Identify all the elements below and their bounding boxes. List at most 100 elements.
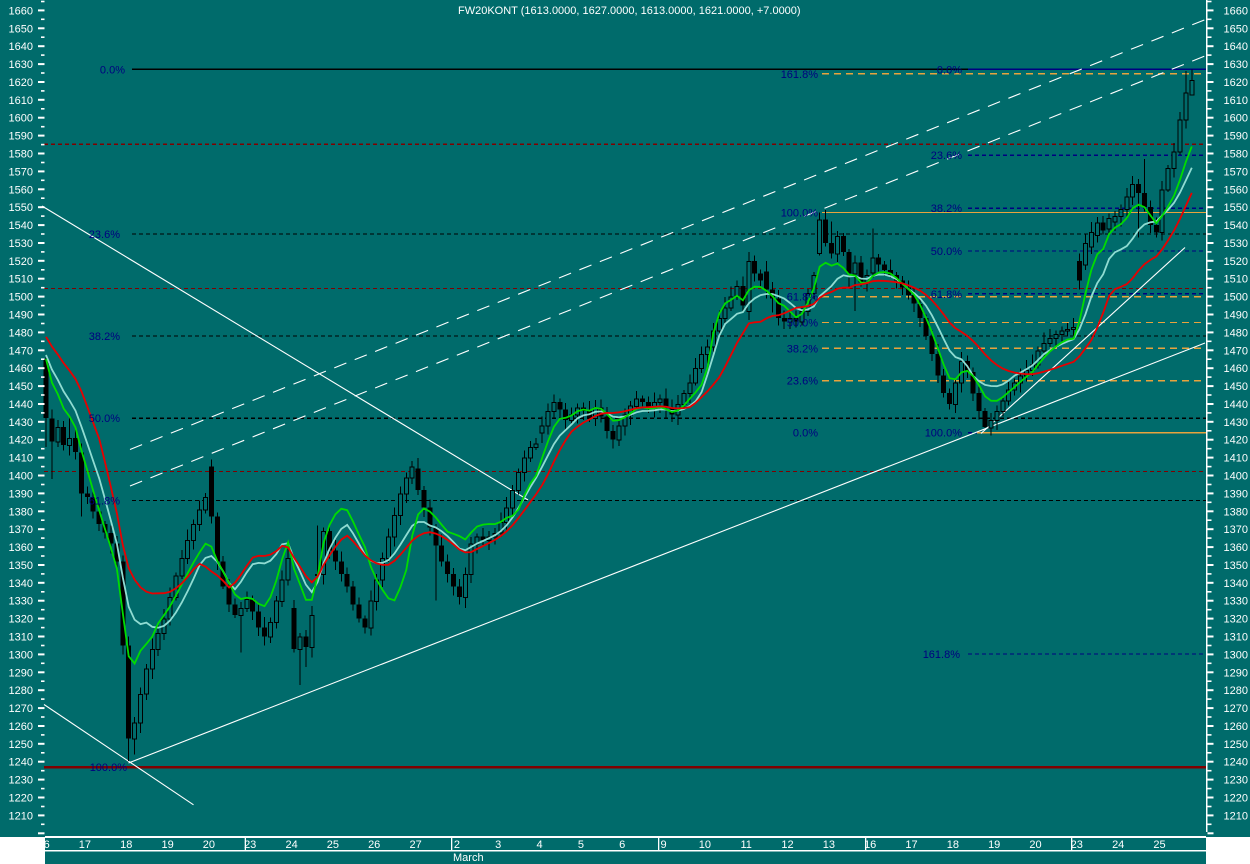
svg-text:1390: 1390 (1224, 488, 1248, 500)
svg-text:19: 19 (988, 839, 1000, 851)
svg-text:38.2%: 38.2% (787, 343, 818, 355)
svg-text:1460: 1460 (9, 363, 33, 375)
svg-text:1490: 1490 (9, 310, 33, 322)
svg-text:1210: 1210 (9, 810, 33, 822)
svg-text:18: 18 (120, 839, 132, 851)
svg-text:3: 3 (495, 839, 501, 851)
svg-text:50.0%: 50.0% (787, 318, 818, 330)
svg-text:100.0%: 100.0% (781, 208, 819, 220)
svg-text:1320: 1320 (1224, 614, 1248, 626)
svg-text:1610: 1610 (1224, 95, 1248, 107)
svg-text:100.0%: 100.0% (925, 428, 963, 440)
svg-text:38.2%: 38.2% (89, 331, 120, 343)
svg-text:1340: 1340 (9, 578, 33, 590)
svg-text:161.8%: 161.8% (923, 649, 961, 661)
svg-text:1610: 1610 (9, 95, 33, 107)
svg-text:1590: 1590 (1224, 131, 1248, 143)
svg-text:27: 27 (409, 839, 421, 851)
svg-text:23.6%: 23.6% (931, 150, 962, 162)
svg-text:12: 12 (781, 839, 793, 851)
svg-text:March: March (453, 852, 484, 864)
svg-text:1600: 1600 (1224, 113, 1248, 125)
svg-text:1470: 1470 (1224, 345, 1248, 357)
svg-text:1510: 1510 (9, 274, 33, 286)
svg-text:1270: 1270 (1224, 703, 1248, 715)
svg-text:1260: 1260 (1224, 721, 1248, 733)
svg-text:1390: 1390 (9, 488, 33, 500)
svg-text:1410: 1410 (9, 453, 33, 465)
svg-text:1320: 1320 (9, 614, 33, 626)
svg-text:1470: 1470 (9, 345, 33, 357)
svg-text:1340: 1340 (1224, 578, 1248, 590)
svg-text:17: 17 (905, 839, 917, 851)
svg-text:25: 25 (1153, 839, 1165, 851)
svg-text:61.8%: 61.8% (931, 289, 962, 301)
svg-text:1630: 1630 (9, 59, 33, 71)
svg-text:0.0%: 0.0% (937, 64, 962, 76)
svg-text:1580: 1580 (9, 149, 33, 161)
svg-text:100.0%: 100.0% (90, 762, 128, 774)
svg-text:2: 2 (454, 839, 460, 851)
svg-text:1280: 1280 (9, 685, 33, 697)
svg-text:23.6%: 23.6% (787, 376, 818, 388)
svg-text:1430: 1430 (9, 417, 33, 429)
svg-text:1240: 1240 (1224, 757, 1248, 769)
svg-text:50.0%: 50.0% (89, 413, 120, 425)
svg-text:24: 24 (285, 839, 297, 851)
svg-text:1240: 1240 (9, 757, 33, 769)
svg-text:1530: 1530 (9, 238, 33, 250)
svg-text:FW20KONT (1613.0000, 1627.0000: FW20KONT (1613.0000, 1627.0000, 1613.000… (458, 5, 801, 17)
svg-text:1560: 1560 (9, 184, 33, 196)
svg-text:4: 4 (537, 839, 543, 851)
svg-text:1220: 1220 (1224, 793, 1248, 805)
svg-text:1330: 1330 (9, 596, 33, 608)
svg-text:1650: 1650 (9, 23, 33, 35)
svg-text:1430: 1430 (1224, 417, 1248, 429)
svg-text:1590: 1590 (9, 131, 33, 143)
svg-text:1490: 1490 (1224, 310, 1248, 322)
svg-text:1210: 1210 (1224, 810, 1248, 822)
svg-text:1410: 1410 (1224, 453, 1248, 465)
svg-text:6: 6 (619, 839, 625, 851)
svg-text:0.0%: 0.0% (793, 428, 818, 440)
svg-text:1300: 1300 (9, 649, 33, 661)
svg-text:1250: 1250 (1224, 739, 1248, 751)
svg-text:1270: 1270 (9, 703, 33, 715)
svg-text:1630: 1630 (1224, 59, 1248, 71)
svg-text:1540: 1540 (1224, 220, 1248, 232)
svg-text:1370: 1370 (9, 524, 33, 536)
svg-text:10: 10 (699, 839, 711, 851)
svg-text:1350: 1350 (9, 560, 33, 572)
svg-text:1500: 1500 (1224, 292, 1248, 304)
svg-text:1420: 1420 (9, 435, 33, 447)
svg-text:1290: 1290 (9, 667, 33, 679)
svg-text:20: 20 (1029, 839, 1041, 851)
svg-text:5: 5 (578, 839, 584, 851)
svg-text:23: 23 (1071, 839, 1083, 851)
svg-text:1620: 1620 (1224, 77, 1248, 89)
svg-text:11: 11 (740, 839, 751, 851)
svg-text:1480: 1480 (9, 327, 33, 339)
svg-text:1220: 1220 (9, 793, 33, 805)
svg-text:1400: 1400 (1224, 471, 1248, 483)
svg-text:1330: 1330 (1224, 596, 1248, 608)
svg-text:1300: 1300 (1224, 649, 1248, 661)
svg-text:1660: 1660 (9, 5, 33, 17)
svg-text:1600: 1600 (9, 113, 33, 125)
svg-text:1230: 1230 (1224, 775, 1248, 787)
svg-text:13: 13 (823, 839, 835, 851)
svg-text:1550: 1550 (1224, 202, 1248, 214)
svg-text:1620: 1620 (9, 77, 33, 89)
svg-text:38.2%: 38.2% (931, 203, 962, 215)
svg-text:18: 18 (947, 839, 959, 851)
svg-text:1660: 1660 (1224, 5, 1248, 17)
svg-text:1540: 1540 (9, 220, 33, 232)
svg-text:1650: 1650 (1224, 23, 1248, 35)
svg-text:1460: 1460 (1224, 363, 1248, 375)
svg-text:1230: 1230 (9, 775, 33, 787)
svg-text:61.8%: 61.8% (787, 292, 818, 304)
svg-text:1380: 1380 (9, 506, 33, 518)
svg-text:1450: 1450 (1224, 381, 1248, 393)
svg-text:161.8%: 161.8% (781, 69, 819, 81)
svg-text:19: 19 (161, 839, 173, 851)
